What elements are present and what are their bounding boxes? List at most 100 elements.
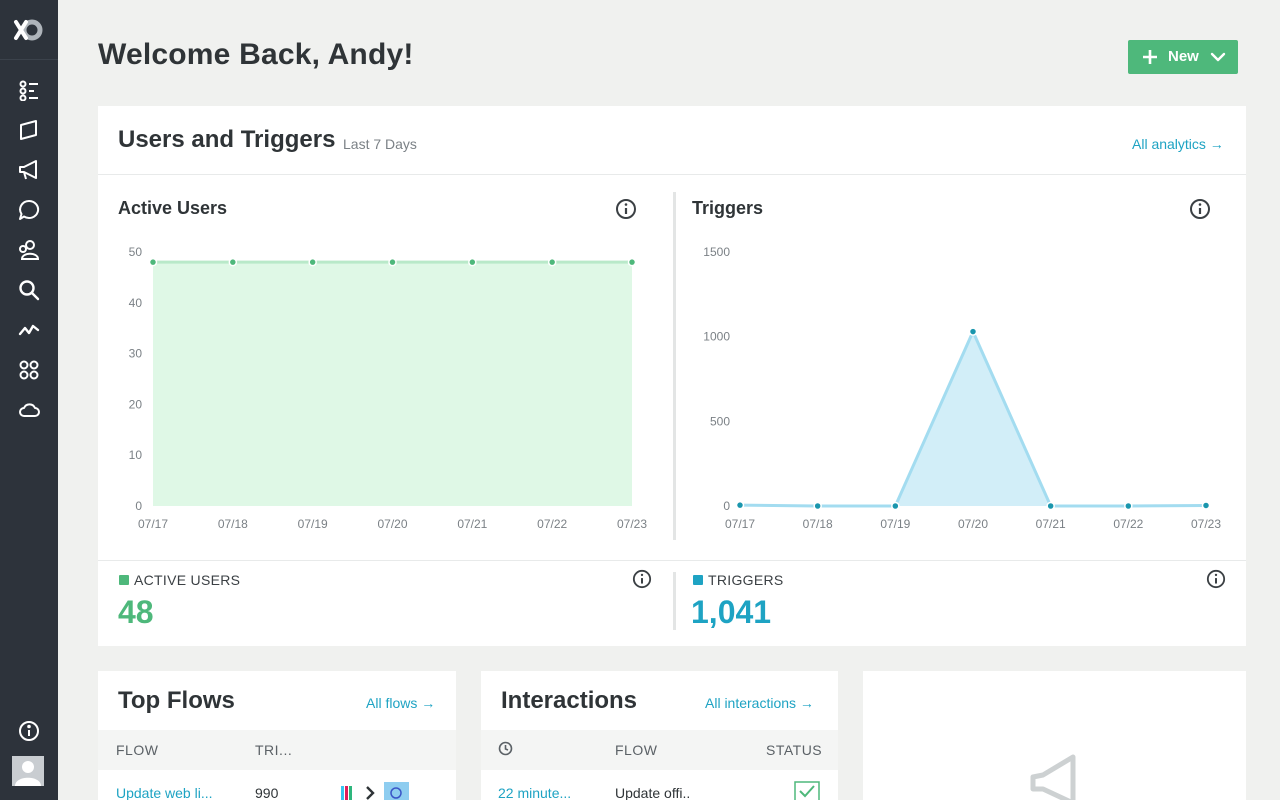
- analytics-icon[interactable]: [17, 318, 41, 342]
- active-users-stat-info-icon[interactable]: [632, 569, 652, 589]
- triggers-y-tick: 500: [710, 414, 730, 428]
- all-interactions-link[interactable]: All interactions →: [705, 695, 814, 711]
- help-info-icon[interactable]: [17, 719, 41, 743]
- logo[interactable]: [0, 0, 58, 60]
- divider: [98, 174, 1246, 175]
- active-users-x-tick: 07/19: [298, 517, 328, 531]
- triggers-point: [891, 501, 900, 511]
- triggers-point: [1201, 501, 1211, 510]
- active-users-y-tick: 20: [129, 397, 143, 411]
- charts-area: 0 10 20 30 40 50 07/17 07/18 07/19 07/20 07/21 07/2…: [129, 245, 1222, 531]
- triggers-x-tick: 07/18: [803, 517, 833, 531]
- triggers-point: [968, 327, 978, 336]
- flow-name-cell: Update offi..: [615, 785, 691, 800]
- search-icon[interactable]: [17, 278, 41, 302]
- active-users-y-tick: 30: [129, 347, 143, 361]
- active-users-point: [388, 257, 397, 267]
- new-button-label: New: [1168, 48, 1199, 65]
- triggers-y-tick: 0: [723, 499, 730, 513]
- card-title: Users and Triggers: [118, 126, 336, 153]
- triggers-stat-label: TRIGGERS: [708, 572, 784, 588]
- cloud-icon[interactable]: [17, 398, 41, 422]
- divider: [98, 560, 1246, 561]
- flow-column-header[interactable]: FLOW: [615, 742, 658, 758]
- active-users-info-icon[interactable]: [615, 198, 637, 220]
- status-column-header[interactable]: STATUS: [766, 742, 823, 758]
- triggers-point: [1046, 501, 1055, 511]
- triggers-x-tick: 07/20: [958, 517, 988, 531]
- plus-icon: [1143, 50, 1157, 64]
- chevron-right-icon: [366, 786, 375, 800]
- active-users-x-tick: 07/21: [457, 517, 487, 531]
- flow-name-cell[interactable]: Update web li...: [116, 785, 213, 800]
- triggers-swatch: [693, 575, 703, 585]
- active-users-x-tick: 07/20: [377, 517, 407, 531]
- triggers-area: [740, 331, 1206, 506]
- chat-icon[interactable]: [17, 198, 41, 222]
- active-users-y-tick: 50: [129, 245, 143, 259]
- apps-icon[interactable]: [17, 358, 41, 382]
- flows-icon[interactable]: [17, 78, 41, 102]
- triggers-info-icon[interactable]: [1189, 198, 1211, 220]
- interactions-card: Interactions All interactions → FLOW STA…: [481, 671, 838, 800]
- active-users-stat-label: ACTIVE USERS: [134, 572, 241, 588]
- users-triggers-card: Users and Triggers Last 7 Days All analy…: [98, 106, 1246, 646]
- active-users-area: [153, 262, 632, 506]
- logo-icon: [14, 19, 43, 40]
- interactions-title: Interactions: [501, 687, 638, 714]
- active-users-point: [627, 257, 637, 267]
- top-flows-card: Top Flows All flows → FLOW TRI... Update…: [98, 671, 456, 800]
- active-users-point: [228, 257, 238, 267]
- sidebar: [0, 0, 58, 800]
- top-flows-title: Top Flows: [118, 687, 235, 714]
- flow-column-header[interactable]: FLOW: [116, 742, 159, 758]
- trigger-count-cell: 990: [255, 785, 279, 800]
- active-users-point: [468, 257, 477, 267]
- date-range-label: Last 7 Days: [343, 136, 417, 152]
- stats-divider: [673, 572, 676, 630]
- users-icon[interactable]: [17, 238, 41, 262]
- triggers-y-tick: 1500: [703, 245, 730, 259]
- active-users-point: [308, 257, 317, 267]
- chart-divider: [673, 192, 676, 540]
- chevron-down-icon: [1210, 52, 1226, 62]
- interactions-table-header: FLOW STATUS: [481, 730, 838, 770]
- user-avatar-icon: [12, 756, 44, 786]
- triggers-column-header[interactable]: TRI...: [255, 742, 293, 758]
- app-logo-icon: [341, 786, 352, 800]
- active-users-point: [148, 257, 158, 267]
- status-check-icon: [794, 781, 820, 800]
- avatar[interactable]: [12, 756, 44, 786]
- triggers-point: [735, 500, 745, 510]
- active-users-chart-title: Active Users: [118, 198, 228, 218]
- active-users-y-tick: 10: [129, 448, 143, 462]
- top-flows-table-header: FLOW TRI...: [98, 730, 456, 770]
- megaphone-icon: [1030, 754, 1076, 800]
- triggers-stat-info-icon[interactable]: [1206, 569, 1226, 589]
- announcement-card: [863, 671, 1246, 800]
- active-users-x-tick: 07/22: [537, 517, 567, 531]
- triggers-point: [1124, 501, 1133, 511]
- triggers-x-tick: 07/19: [880, 517, 910, 531]
- time-cell[interactable]: 22 minute...: [498, 785, 572, 800]
- announcements-icon[interactable]: [17, 158, 41, 182]
- all-flows-link[interactable]: All flows →: [366, 695, 436, 711]
- active-users-y-tick: 0: [135, 499, 142, 513]
- all-analytics-link[interactable]: All analytics →: [1132, 136, 1224, 152]
- triggers-x-tick: 07/22: [1113, 517, 1143, 531]
- triggers-x-tick: 07/23: [1191, 517, 1221, 531]
- active-users-x-tick: 07/17: [138, 517, 168, 531]
- active-users-x-tick: 07/18: [218, 517, 248, 531]
- triggers-y-tick: 1000: [703, 330, 730, 344]
- page-title: Welcome Back, Andy!: [98, 38, 414, 71]
- triggers-point: [813, 501, 822, 511]
- active-users-point: [547, 257, 557, 267]
- triggers-chart-title: Triggers: [692, 198, 764, 218]
- clock-icon[interactable]: [498, 741, 513, 756]
- new-button[interactable]: New: [1128, 40, 1238, 74]
- active-users-y-tick: 40: [129, 296, 143, 310]
- integration-logo-icon: [384, 782, 409, 800]
- triggers-x-tick: 07/17: [725, 517, 755, 531]
- triggers-stat-value: 1,041: [691, 594, 772, 630]
- guides-icon[interactable]: [17, 118, 41, 142]
